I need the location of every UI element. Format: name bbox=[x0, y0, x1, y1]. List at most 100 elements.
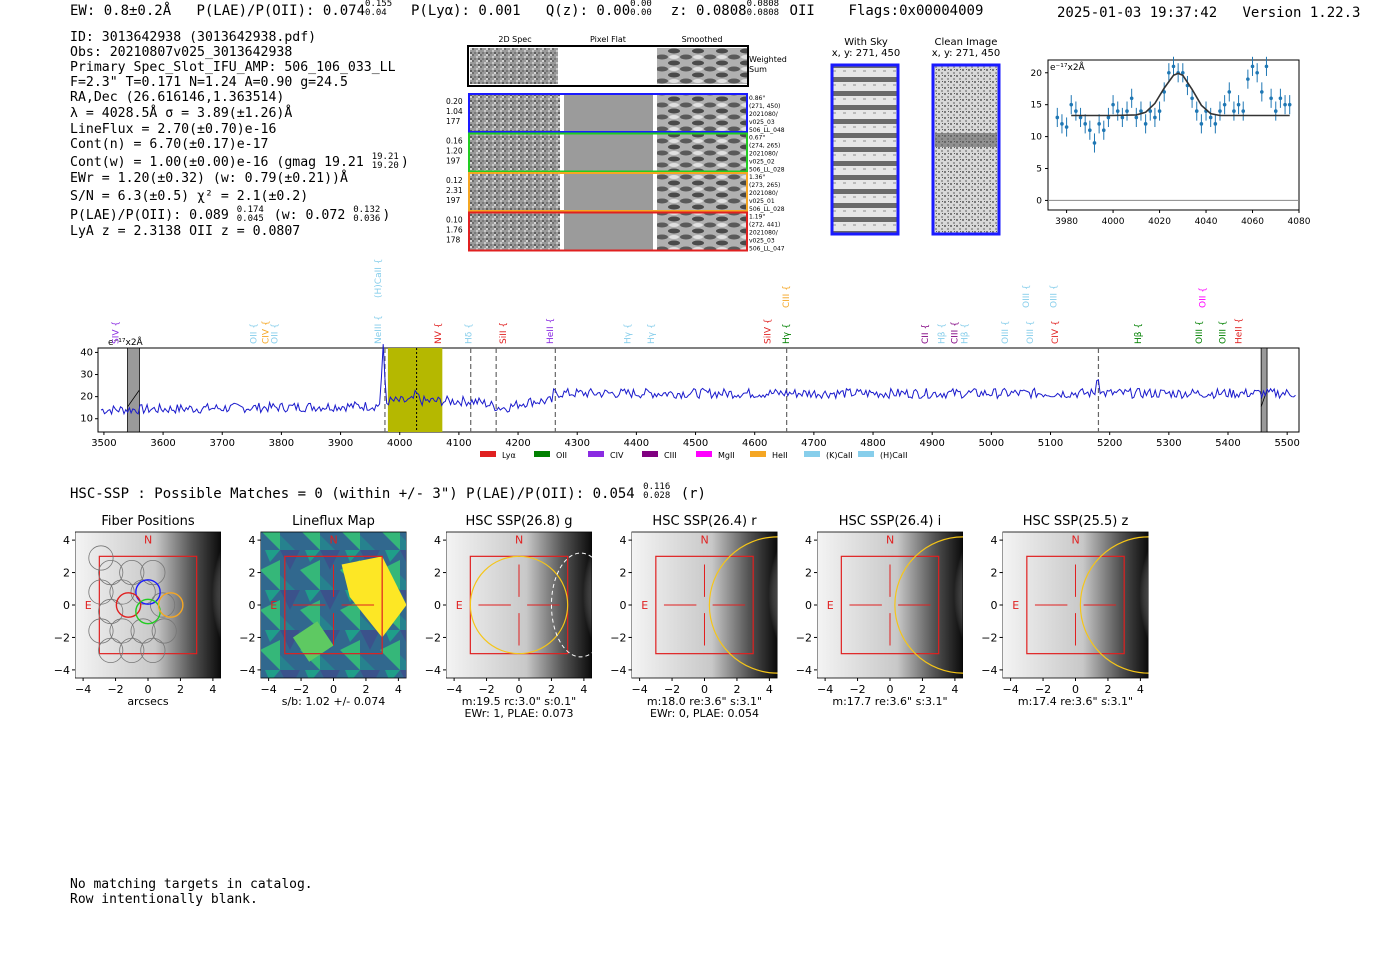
hsc-x-tick-label: 0 bbox=[145, 683, 152, 696]
weighted-2d-cutout bbox=[470, 48, 558, 84]
hsc-search-box bbox=[98, 555, 198, 655]
header-flags: Flags:0x00004009 bbox=[848, 3, 984, 19]
zoom-data-point bbox=[1250, 64, 1255, 69]
cutout-info-text: 506_LL_047 bbox=[749, 246, 785, 253]
spectrum-line-label: CIII { bbox=[951, 321, 961, 344]
zoom-y-tick-label: 20 bbox=[1031, 69, 1043, 79]
info-params: F=2.3" T=0.171 N=1.24 A=0.90 g=24.5 bbox=[70, 75, 348, 90]
hsc-y-tick-label: −4 bbox=[54, 664, 70, 677]
legend-label: Lyα bbox=[502, 451, 516, 460]
header-plae: P(LAE)/P(OII): 0.074 bbox=[196, 3, 366, 19]
hsc-x-tick-label: −4 bbox=[817, 683, 833, 696]
fiber-circle bbox=[140, 637, 166, 663]
spectrum-x-tick-label: 4500 bbox=[683, 438, 708, 449]
spectrum-line-label: CII { bbox=[921, 324, 931, 344]
cutout-2d-spec bbox=[470, 95, 560, 131]
cutout-info-text: (271, 450) bbox=[749, 103, 780, 110]
hsc-galaxy-blob bbox=[1103, 525, 1160, 665]
spectrum-x-tick-label: 3500 bbox=[91, 438, 116, 449]
cutout-info-text: (273, 265) bbox=[749, 182, 780, 189]
cutout-info-text: 506_LL_048 bbox=[749, 127, 785, 134]
hsc-x-tick-label: −4 bbox=[446, 683, 462, 696]
cutout-info-text: (274, 265) bbox=[749, 143, 780, 150]
hsc-caption: s/b: 1.02 +/- 0.074 bbox=[282, 695, 386, 708]
header-qz: Q(z): 0.00 bbox=[545, 3, 631, 19]
zoom-data-point bbox=[1167, 70, 1171, 75]
hsc-y-tick-label: 4 bbox=[434, 534, 441, 547]
compass-e: E bbox=[827, 599, 834, 612]
zoom-data-point bbox=[1180, 70, 1185, 75]
info-lineflux: LineFlux = 2.70(±0.70)e-16 bbox=[70, 122, 277, 137]
fiber-circle bbox=[151, 618, 177, 644]
compass-e: E bbox=[85, 599, 92, 612]
cutout-info-text: 0.67" bbox=[749, 135, 765, 142]
zoom-unit-label: e⁻¹⁷x2Å bbox=[1050, 61, 1086, 73]
hsc-y-tick-label: −4 bbox=[981, 664, 997, 677]
col-2d-spec: 2D Spec bbox=[498, 35, 531, 44]
hsc-y-tick-label: 0 bbox=[434, 599, 441, 612]
compass-e: E bbox=[270, 599, 277, 612]
hsc-y-tick-label: −4 bbox=[610, 664, 626, 677]
zoom-data-point bbox=[1153, 115, 1157, 120]
hsc-heading: HSC-SSP : Possible Matches = 0 (within +… bbox=[70, 483, 706, 503]
hsc-x-tick-label: 2 bbox=[733, 683, 740, 696]
cutout-info-text: 2021080/ bbox=[749, 230, 779, 237]
header-qz-lo: 0.00 bbox=[630, 8, 652, 18]
cutout-weight-3: 197 bbox=[446, 196, 461, 205]
spectrum-x-tick-label: 4800 bbox=[860, 438, 885, 449]
spectrum-masked-region bbox=[127, 347, 140, 433]
hsc-y-tick-label: 0 bbox=[63, 599, 70, 612]
legend-swatch bbox=[858, 451, 874, 457]
cutout-info-text: v025_03 bbox=[749, 238, 775, 245]
zoom-data-point bbox=[1134, 115, 1139, 120]
spectrum-line-label: OIII { bbox=[1049, 284, 1059, 308]
header-row: EW: 0.8±0.2Å P(LAE)/P(OII): 0.074 0.155 0.… bbox=[70, 0, 984, 19]
spectrum-line-label: OII { bbox=[1199, 287, 1209, 308]
cutout-weight-1: 0.16 bbox=[446, 137, 463, 146]
hsc-x-tick-label: 2 bbox=[548, 683, 555, 696]
hsc-y-tick-label: 0 bbox=[249, 599, 256, 612]
zoom-data-point bbox=[1278, 96, 1283, 101]
fiber-circle bbox=[130, 579, 156, 605]
cutout-pixel-flat bbox=[564, 213, 653, 250]
hsc-x-tick-label: −4 bbox=[261, 683, 277, 696]
panel-gutter bbox=[230, 526, 261, 684]
weighted-smoothed-cutout bbox=[657, 48, 747, 84]
zoom-data-point bbox=[1148, 109, 1153, 113]
header-ew: EW: 0.8±0.2Å bbox=[70, 3, 172, 19]
sum-label: Sum bbox=[749, 65, 767, 74]
zoom-data-point bbox=[1074, 109, 1078, 113]
panel-gutter bbox=[416, 526, 446, 684]
fiber-highlight bbox=[115, 592, 142, 618]
legend-swatch bbox=[750, 451, 766, 457]
zoom-x-tick-label: 4000 bbox=[1102, 217, 1125, 227]
hsc-x-tick-label: 0 bbox=[887, 683, 894, 696]
header-version: Version 1.22.3 bbox=[1242, 5, 1361, 21]
zoom-data-point bbox=[1232, 109, 1236, 113]
spectrum-x-tick-label: 4100 bbox=[446, 438, 471, 449]
zoom-y-tick-label: 5 bbox=[1036, 165, 1042, 175]
zoom-data-point bbox=[1227, 90, 1232, 94]
spectrum-line-label: OIII { bbox=[1195, 320, 1205, 344]
hsc-y-tick-label: 2 bbox=[991, 567, 998, 580]
compass-e: E bbox=[641, 599, 648, 612]
info-primary: Primary Spec_Slot_IFU_AMP: 506_106_033_L… bbox=[70, 60, 396, 75]
with-sky-title: With Sky bbox=[844, 37, 888, 48]
legend-label: OII bbox=[556, 451, 567, 460]
clean-image-band bbox=[935, 133, 997, 147]
compass-n: N bbox=[330, 533, 338, 546]
legend-label: CIV bbox=[610, 451, 624, 460]
zoom-x-tick-label: 4040 bbox=[1195, 217, 1218, 227]
info-obs: Obs: 20210807v025_3013642938 bbox=[70, 45, 293, 60]
hsc-x-tick-label: 4 bbox=[951, 683, 958, 696]
spectrum-x-tick-label: 3900 bbox=[328, 438, 353, 449]
zoom-data-point bbox=[1101, 128, 1106, 133]
cutout-info-text: 1.19" bbox=[749, 214, 765, 221]
spectrum-line-label: HeII { bbox=[546, 318, 556, 344]
cutout-info-text: 506_LL_028 bbox=[749, 167, 785, 174]
cutout-2d-spec bbox=[470, 213, 560, 250]
hsc-y-tick-label: 4 bbox=[991, 534, 998, 547]
cutout-info-text: 1.36" bbox=[749, 174, 765, 181]
zoom-data-point bbox=[1273, 109, 1278, 113]
hsc-x-tick-label: −2 bbox=[664, 683, 680, 696]
